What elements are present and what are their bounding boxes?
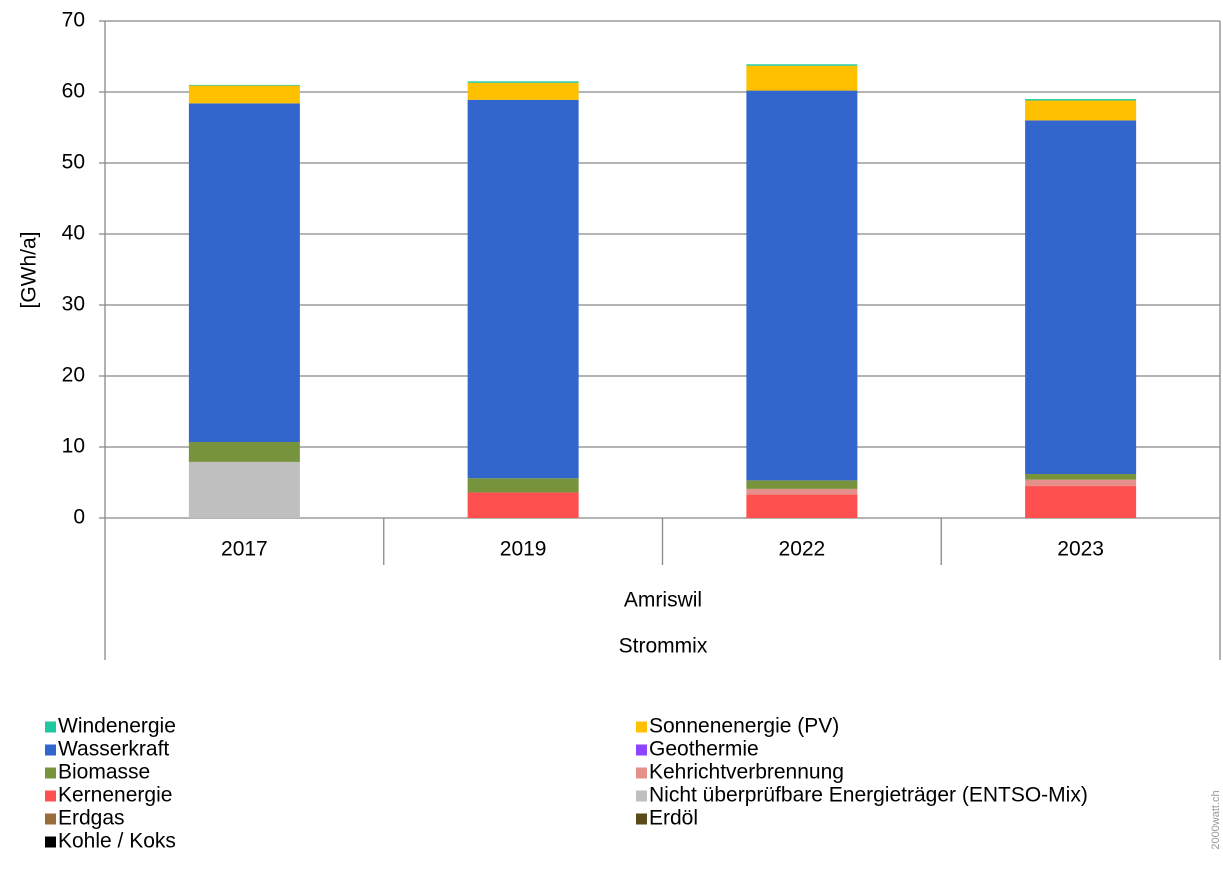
legend-label: Biomasse [58, 761, 150, 784]
legend-swatch [636, 767, 647, 779]
x-tick-label: 2017 [221, 538, 268, 561]
x-tick-label: 2023 [1057, 538, 1104, 561]
bar-segment [188, 85, 300, 104]
y-tick-label: 20 [62, 364, 85, 387]
legend-label: Wasserkraft [58, 738, 169, 761]
y-tick-label: 10 [62, 435, 85, 458]
legend-label: Sonnenenergie (PV) [649, 715, 839, 738]
legend-label: Erdgas [58, 807, 125, 830]
y-tick-label: 30 [62, 293, 85, 316]
bar-segment [746, 488, 858, 495]
legend-swatch [45, 790, 56, 802]
bar-segment [746, 90, 858, 481]
bar-segment [188, 103, 300, 443]
bar-segment [1025, 486, 1137, 518]
legend-label: Geothermie [649, 738, 759, 761]
y-tick-label: 70 [62, 9, 85, 32]
bar-segment [467, 82, 579, 100]
group-label: Strommix [619, 635, 708, 658]
legend-swatch [45, 767, 56, 779]
legend-swatch [636, 721, 647, 733]
x-tick-label: 2022 [779, 538, 826, 561]
legend-label: Erdöl [649, 807, 698, 830]
y-axis-title: [GWh/a] [18, 231, 41, 308]
legend-swatch [45, 721, 56, 733]
bar-segment [746, 494, 858, 518]
bar-segment [1025, 473, 1137, 480]
bar-segment [1025, 99, 1137, 101]
bar-segment [1025, 479, 1137, 487]
bar-segment [746, 64, 858, 66]
legend-swatch [636, 790, 647, 802]
bar-segment [467, 478, 579, 493]
bar-segment [188, 442, 300, 462]
y-tick-label: 60 [62, 80, 85, 103]
x-tick-label: 2019 [500, 538, 547, 561]
legend-label: Windenergie [58, 715, 176, 738]
bar-segment [467, 492, 579, 518]
bar-segment [746, 65, 858, 91]
bar-segment [467, 99, 579, 479]
legend-label: Kernenergie [58, 784, 172, 807]
legend-swatch [45, 744, 56, 756]
bar-segment [467, 81, 579, 83]
legend-label: Kehrichtverbrennung [649, 761, 844, 784]
watermark: 2000watt.ch [1210, 790, 1222, 849]
legend-swatch [45, 836, 56, 848]
legend-label: Nicht überprüfbare Energieträger (ENTSO-… [649, 784, 1088, 807]
y-tick-label: 50 [62, 151, 85, 174]
legend-swatch [636, 813, 647, 825]
bar-segment [188, 84, 300, 86]
bar-segment [188, 461, 300, 518]
legend-swatch [636, 744, 647, 756]
y-tick-label: 40 [62, 222, 85, 245]
bar-segment [746, 480, 858, 489]
bar-segment [1025, 120, 1137, 474]
group-label: Amriswil [624, 589, 702, 612]
y-tick-label: 0 [73, 506, 85, 529]
legend-swatch [45, 813, 56, 825]
legend-label: Kohle / Koks [58, 830, 176, 853]
bar-segment [1025, 100, 1137, 121]
